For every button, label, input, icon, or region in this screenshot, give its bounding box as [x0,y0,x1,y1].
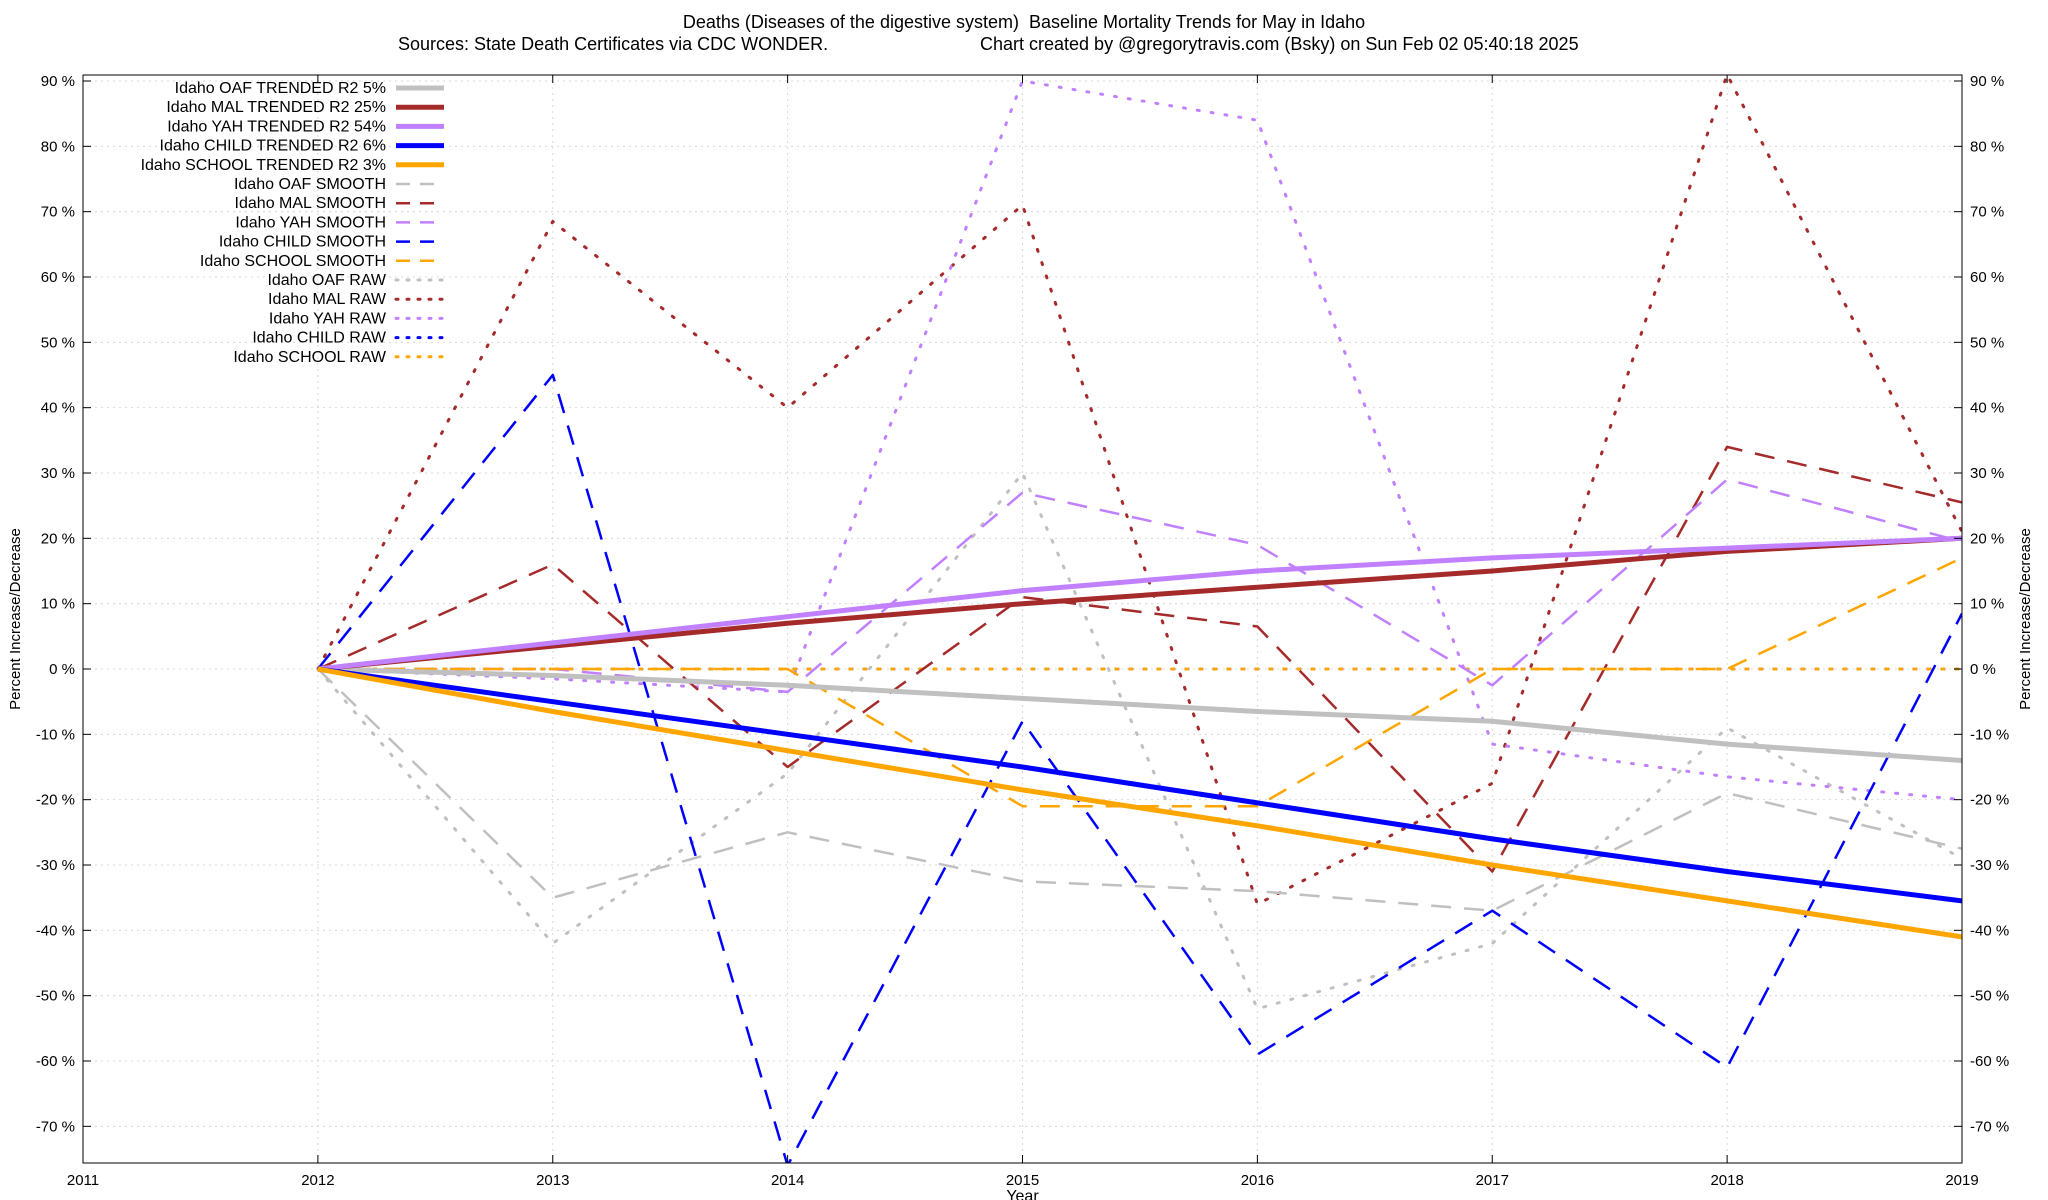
y-tick-label: 40 % [41,400,75,417]
series-line-idaho-yah-smooth [317,478,1962,694]
x-tick-label: 2017 [1476,1172,1509,1189]
series-line-idaho-mal-trended-r2-25 [317,535,1962,672]
y-tick-label: -60 % [36,1053,75,1070]
y2-tick-label: 30 % [1970,465,2004,482]
y2-tick-label: -30 % [1970,857,2009,874]
legend-label: Idaho YAH RAW [269,310,387,327]
y-tick-label: 30 % [41,465,75,482]
y2-tick-label: 60 % [1970,269,2004,286]
series-line-idaho-oaf-trended-r2-5 [317,666,1962,763]
y2-tick-label: 50 % [1970,334,2004,351]
y-tick-label: 20 % [41,530,75,547]
y-tick-label: 50 % [41,334,75,351]
y2-tick-label: -20 % [1970,792,2009,809]
legend-label: Idaho SCHOOL SMOOTH [200,253,386,270]
series-line-idaho-mal-smooth [317,445,1962,873]
y-tick-label: -70 % [36,1118,75,1135]
series-line-idaho-oaf-smooth [317,668,1962,912]
legend-label: Idaho OAF RAW [267,272,386,289]
series-line-idaho-child-smooth [316,373,1962,1163]
y2-tick-label: -10 % [1970,726,2009,743]
series-line-idaho-yah-raw [316,79,1962,802]
y-tick-label: -10 % [36,726,75,743]
legend-label: Idaho MAL TRENDED R2 25% [166,99,386,116]
series-line-idaho-yah-trended-r2-54 [317,535,1962,672]
x-tick-label: 2014 [771,1172,804,1189]
y-tick-label: -30 % [36,857,75,874]
y2-tick-label: -40 % [1970,922,2009,939]
y-tick-label: 10 % [41,596,75,613]
legend-label: Idaho CHILD RAW [252,330,387,347]
y2-tick-label: 70 % [1970,204,2004,221]
legend-label: Idaho OAF SMOOTH [234,176,386,193]
y2-tick-label: 90 % [1970,73,2004,90]
series-line-idaho-child-trended-r2-6 [317,666,1962,904]
x-tick-label: 2015 [1006,1172,1039,1189]
y-tick-label: 60 % [41,269,75,286]
chart-subtitle-credit: Chart created by @gregorytravis.com (Bsk… [980,34,1579,54]
y-tick-label: 0 % [49,661,75,678]
series-line-idaho-oaf-raw [316,471,1962,1011]
legend-label: Idaho SCHOOL TRENDED R2 3% [141,157,386,174]
x-axis-label: Year [1006,1188,1039,1200]
x-tick-label: 2019 [1945,1172,1978,1189]
y-tick-label: 80 % [41,138,75,155]
x-tick-label: 2018 [1710,1172,1743,1189]
y2-tick-label: 80 % [1970,138,2004,155]
y-tick-label: -40 % [36,922,75,939]
y-tick-label: 90 % [41,73,75,90]
legend-label: Idaho YAH SMOOTH [235,214,386,231]
x-tick-label: 2016 [1241,1172,1274,1189]
y2-tick-label: 40 % [1970,400,2004,417]
legend-label: Idaho SCHOOL RAW [233,349,387,366]
legend-label: Idaho YAH TRENDED R2 54% [167,118,386,135]
y2-tick-label: 0 % [1970,661,1996,678]
legend: Idaho OAF TRENDED R2 5% Idaho MAL TRENDED… [141,80,446,366]
chart-title: Deaths (Diseases of the digestive system… [682,12,1366,32]
y2-tick-label: -60 % [1970,1053,2009,1070]
legend-label: Idaho OAF TRENDED R2 5% [175,80,386,97]
series-lines [316,75,1962,1163]
legend-label: Idaho MAL SMOOTH [235,195,386,212]
y2-axis-label: Percent Increase/Decrease [2017,528,2034,710]
y-tick-label: 70 % [41,204,75,221]
legend-label: Idaho CHILD SMOOTH [219,234,386,251]
series-line-idaho-school-trended-r2-3 [317,666,1962,940]
chart-subtitle-sources: Sources: State Death Certificates via CD… [398,34,829,54]
x-tick-label: 2013 [536,1172,569,1189]
y2-tick-label: -50 % [1970,988,2009,1005]
x-tick-label: 2011 [67,1172,99,1189]
y2-tick-label: -70 % [1970,1118,2009,1135]
x-tick-label: 2012 [301,1172,334,1189]
legend-label: Idaho MAL RAW [268,291,387,308]
y2-tick-label: 20 % [1970,530,2004,547]
series-line-idaho-mal-raw [316,75,1962,906]
axis-ticks: 2011 2012 2013 2014 2015 2016 2017 2018 2019 90 %… [36,73,2009,1189]
y-axis-label: Percent Increase/Decrease [7,528,24,710]
legend-label: Idaho CHILD TRENDED R2 6% [160,138,386,155]
y2-tick-label: 10 % [1970,596,2004,613]
y-tick-label: -20 % [36,792,75,809]
y-tick-label: -50 % [36,988,75,1005]
